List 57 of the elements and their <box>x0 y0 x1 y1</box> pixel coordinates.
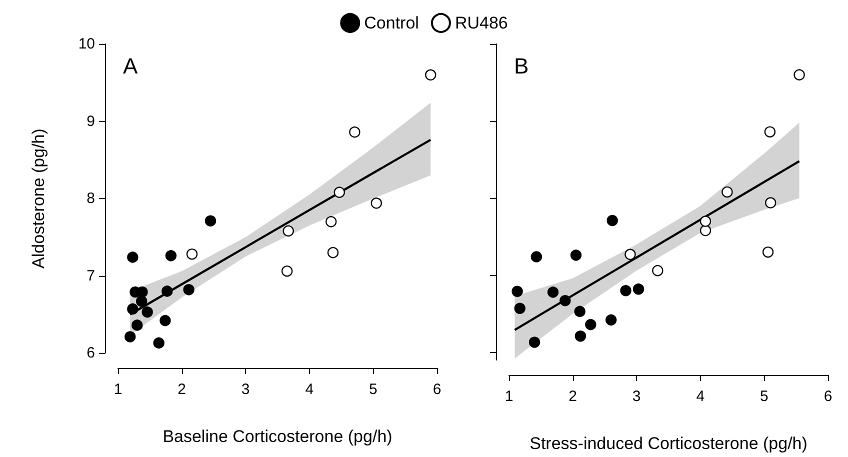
x-tick-label: 3 <box>241 381 250 398</box>
point <box>512 286 523 297</box>
point <box>585 318 596 330</box>
point <box>530 251 542 262</box>
point <box>605 314 617 326</box>
point <box>574 306 586 318</box>
point <box>620 285 632 296</box>
x-tick-label: 1 <box>504 388 514 405</box>
point <box>560 295 571 306</box>
x-tick-label: 4 <box>696 388 705 405</box>
point <box>183 284 194 296</box>
x-tick-label: 2 <box>568 388 577 405</box>
point <box>624 248 636 260</box>
point <box>204 215 216 226</box>
y-tick-label: 7 <box>86 267 95 284</box>
point <box>574 330 586 342</box>
point <box>165 250 177 262</box>
y-tick-label: 6 <box>86 344 95 362</box>
point <box>334 186 345 198</box>
x-tick-label: 1 <box>114 381 122 398</box>
point <box>764 197 776 208</box>
point <box>514 302 526 314</box>
point <box>547 286 559 298</box>
point <box>570 250 582 261</box>
legend-label: RU486 <box>454 14 508 32</box>
y-tick-label: 9 <box>86 112 95 130</box>
point <box>162 286 173 297</box>
x-tick-label: 5 <box>760 388 768 405</box>
point <box>632 283 644 295</box>
point <box>132 320 143 331</box>
point <box>127 303 138 315</box>
point <box>282 225 294 237</box>
x-tick-label: 6 <box>432 381 442 398</box>
legend-label: Control <box>364 14 419 32</box>
point <box>127 252 138 263</box>
chart-title: B <box>514 54 529 78</box>
x-axis-title: Baseline Corticosterone (pg/h) <box>162 427 392 446</box>
point <box>722 186 733 198</box>
x-tick-label: 6 <box>824 388 832 405</box>
point <box>136 296 148 307</box>
point <box>700 224 712 236</box>
x-tick-label: 4 <box>305 381 314 398</box>
y-tick-label: 10 <box>78 36 95 52</box>
y-axis-title: Aldosterone (pg/h) <box>29 128 48 268</box>
point <box>124 331 136 342</box>
x-tick-label: 5 <box>369 381 378 398</box>
x-tick-label: 3 <box>632 388 641 405</box>
chart-title: A <box>123 54 138 78</box>
x-tick-label: 2 <box>178 381 186 398</box>
point <box>606 214 618 226</box>
x-axis-title: Stress-induced Corticosterone (pg/h) <box>530 434 808 453</box>
y-tick-label: 8 <box>86 190 95 207</box>
point <box>142 306 153 318</box>
point <box>153 337 164 349</box>
point <box>160 314 171 326</box>
point <box>528 336 540 348</box>
point <box>700 216 712 227</box>
